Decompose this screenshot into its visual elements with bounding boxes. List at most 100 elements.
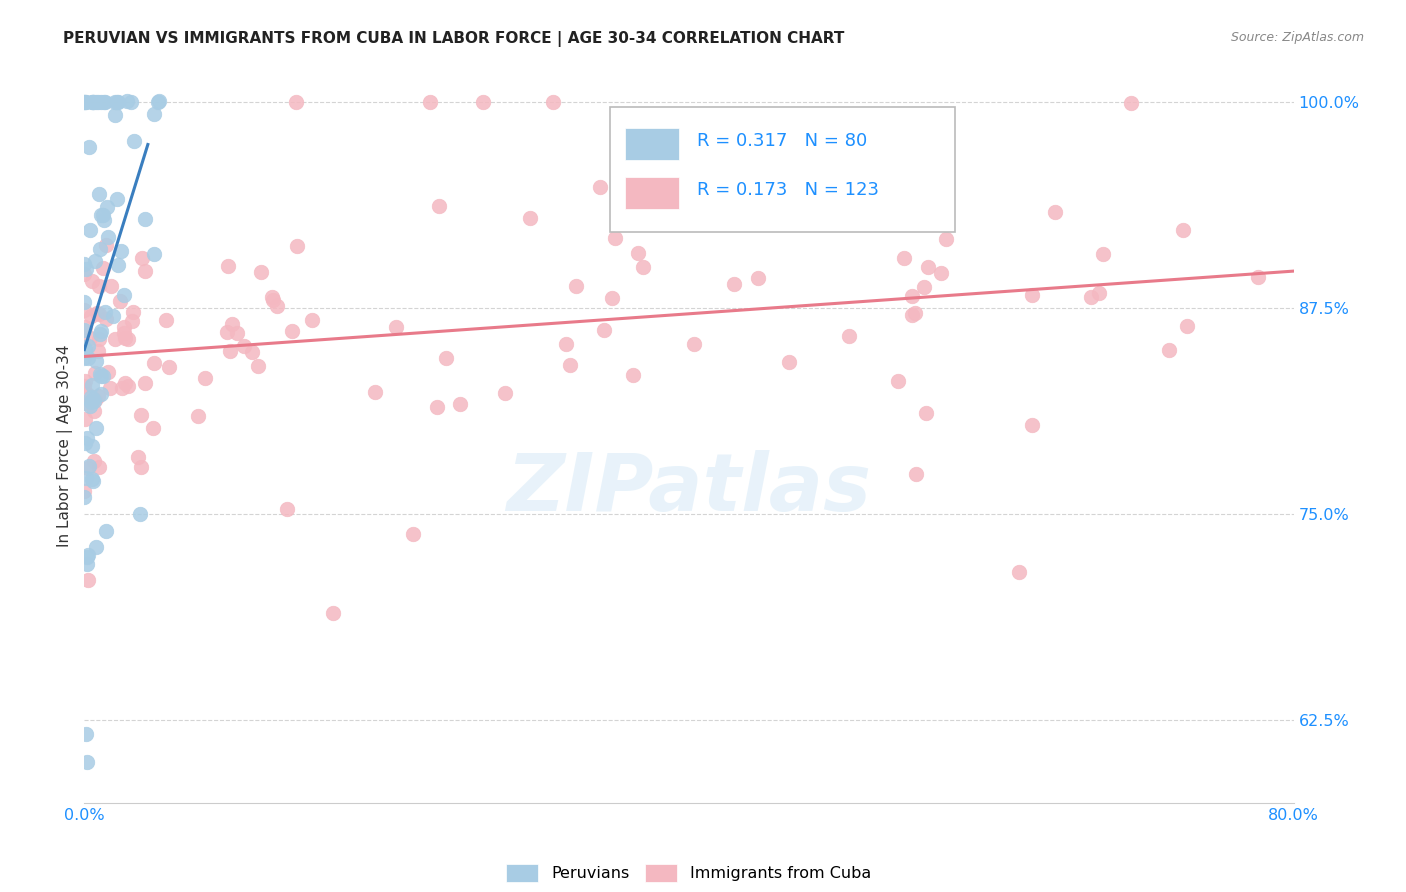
Point [240,344,263,359]
Point [541,95,564,110]
Point [83,366,105,380]
Point [901,308,924,322]
Point [73,302,96,317]
Point [112,287,135,301]
Text: R = 0.173   N = 123: R = 0.173 N = 123 [697,181,879,199]
Point [89,326,111,341]
Point [83,404,105,418]
Point [427,198,450,212]
Point [89,367,111,381]
Point [115,94,138,108]
Point [93,208,115,222]
Point [73,323,96,337]
Point [82,95,104,110]
Point [93,212,115,227]
Point [904,306,927,320]
Point [1121,96,1143,111]
Point [627,246,650,260]
Point [77,140,100,154]
Point [838,329,860,343]
Point [73,435,96,450]
Point [77,351,100,365]
Point [246,359,269,374]
Point [364,384,387,399]
Point [1021,288,1043,302]
Point [276,502,298,516]
Point [96,311,118,326]
Point [94,524,117,538]
Point [262,290,284,304]
FancyBboxPatch shape [624,128,679,161]
Point [747,271,769,285]
Point [84,392,107,407]
Point [560,359,582,373]
Point [87,332,110,346]
Point [157,360,180,375]
FancyBboxPatch shape [610,107,955,232]
Point [131,251,153,265]
Point [84,421,107,435]
Point [82,274,104,288]
Point [111,381,134,395]
Point [76,548,98,562]
Point [80,472,103,486]
Point [778,355,800,369]
Point [143,107,166,121]
Point [100,278,122,293]
Point [1247,269,1270,284]
Point [155,313,177,327]
Point [1177,318,1199,333]
Point [449,397,471,411]
Point [142,247,165,261]
Point [935,232,957,246]
Point [80,95,103,110]
Point [91,369,114,384]
Point [96,200,118,214]
Point [76,432,98,446]
Point [593,323,616,337]
Point [519,211,541,225]
Point [134,264,156,278]
Point [929,266,952,280]
Point [401,527,423,541]
Point [83,254,105,268]
Legend: Peruvians, Immigrants from Cuba: Peruvians, Immigrants from Cuba [501,857,877,888]
Point [76,387,98,401]
Point [117,332,139,346]
Point [87,307,110,321]
Point [94,305,117,319]
Point [75,726,97,740]
Point [1171,223,1194,237]
Point [603,231,626,245]
Point [565,279,588,293]
Point [122,134,145,148]
Point [79,395,101,409]
Point [682,337,704,351]
Point [187,409,209,423]
Point [104,332,127,346]
Point [84,95,107,110]
Point [554,337,576,351]
Point [73,412,96,426]
Point [266,299,288,313]
Point [127,450,149,465]
Point [84,541,107,555]
Point [75,262,97,277]
Point [1087,285,1109,300]
Point [90,368,112,383]
Point [73,95,96,110]
Point [143,356,166,370]
Point [588,180,610,194]
Point [73,396,96,410]
Point [107,258,129,272]
Point [108,294,131,309]
Point [600,291,623,305]
Point [107,95,129,110]
Point [73,267,96,281]
Point [114,331,136,345]
Point [94,238,117,252]
Point [84,354,107,368]
Point [621,368,644,382]
Point [79,223,101,237]
Point [110,244,132,259]
